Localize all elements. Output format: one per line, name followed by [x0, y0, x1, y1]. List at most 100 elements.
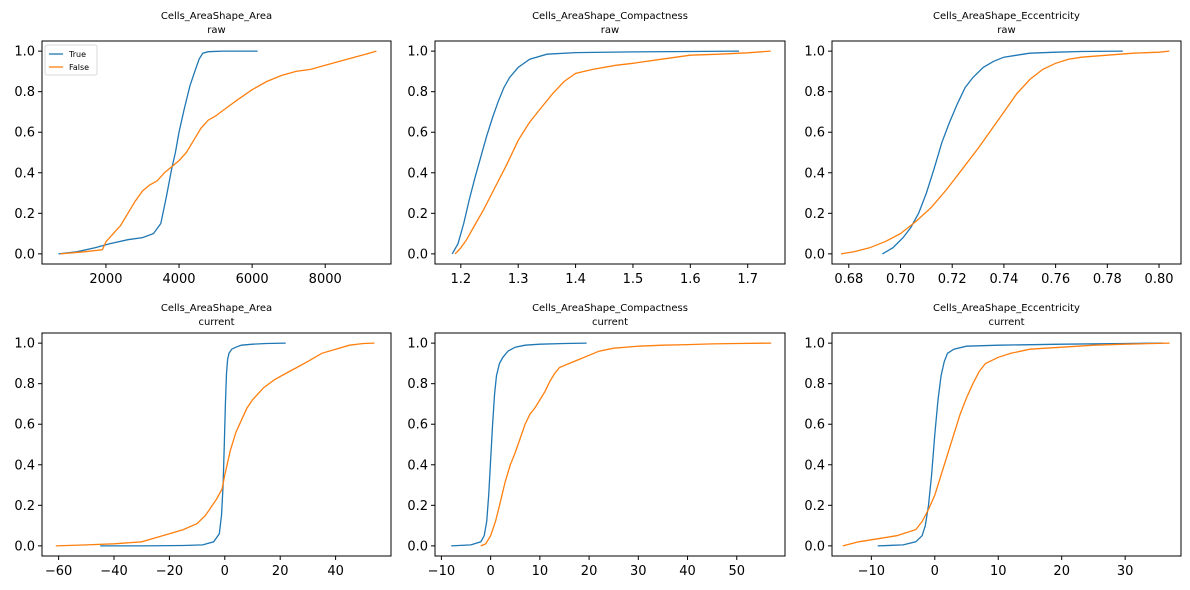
y-tick-label: 0.4: [14, 458, 35, 473]
x-tick-label: 4000: [162, 272, 195, 287]
y-tick-label: 0.2: [804, 207, 825, 222]
y-tick-label: 0.8: [804, 377, 825, 392]
y-tick-label: 0.4: [407, 458, 428, 473]
y-tick-label: 0.2: [14, 207, 35, 222]
y-tick-label: 0.6: [407, 418, 428, 433]
x-tick-label: 0.70: [886, 272, 915, 287]
y-tick-label: 0.2: [407, 499, 428, 514]
y-tick-label: 0.8: [14, 85, 35, 100]
series-line: [58, 50, 258, 255]
x-tick-label: 1.6: [680, 272, 701, 287]
y-tick-label: 0.4: [407, 166, 428, 181]
x-tick-label: −10: [428, 564, 455, 579]
y-tick-label: 0.2: [14, 499, 35, 514]
x-tick-label: 20: [581, 564, 598, 579]
axes-frame: [41, 40, 392, 265]
x-tick-label: 30: [630, 564, 647, 579]
axes-frame: [41, 332, 392, 557]
panel-subtitle: raw: [997, 25, 1015, 36]
y-tick-label: 0.8: [407, 85, 428, 100]
axes-frame: [434, 40, 786, 265]
x-tick-label: 0: [931, 564, 939, 579]
x-tick-label: 20: [272, 564, 289, 579]
y-tick-label: 0.4: [804, 166, 825, 181]
y-tick-label: 0.6: [804, 126, 825, 141]
x-tick-label: 30: [1117, 564, 1134, 579]
y-tick-label: 0.4: [804, 458, 825, 473]
x-tick-label: 8000: [309, 272, 342, 287]
panel-subtitle: raw: [207, 25, 225, 36]
y-tick-label: 1.0: [14, 45, 35, 60]
panel-subtitle: current: [988, 317, 1024, 328]
legend-label: True: [68, 50, 86, 59]
x-tick-label: 40: [327, 564, 344, 579]
y-tick-label: 0.6: [804, 418, 825, 433]
y-tick-label: 1.0: [407, 337, 428, 352]
y-tick-label: 0.8: [804, 85, 825, 100]
y-tick-label: 0.8: [14, 377, 35, 392]
y-tick-label: 0.2: [407, 207, 428, 222]
panel-title: Cells_AreaShape_Compactness: [532, 11, 688, 22]
x-tick-label: 40: [679, 564, 696, 579]
series-line: [451, 50, 740, 255]
y-tick-label: 0.0: [407, 247, 428, 262]
x-tick-label: 0.74: [989, 272, 1018, 287]
x-tick-label: 0.72: [938, 272, 967, 287]
x-tick-label: −10: [858, 564, 885, 579]
x-tick-label: 2000: [89, 272, 122, 287]
legend-label: False: [69, 63, 89, 72]
legend: True False: [44, 44, 98, 76]
panel-subtitle: current: [592, 317, 628, 328]
x-tick-label: −60: [45, 564, 72, 579]
x-tick-label: 10: [532, 564, 549, 579]
axes-frame: [434, 332, 786, 557]
y-tick-label: 0.4: [14, 166, 35, 181]
panel-title: Cells_AreaShape_Area: [161, 11, 272, 22]
panel-title: Cells_AreaShape_Compactness: [532, 303, 688, 314]
panel-title: Cells_AreaShape_Area: [161, 303, 272, 314]
y-tick-label: 1.0: [804, 45, 825, 60]
x-tick-label: 10: [990, 564, 1007, 579]
y-tick-label: 0.0: [14, 539, 35, 554]
x-tick-label: 0.80: [1145, 272, 1174, 287]
x-tick-label: 6000: [236, 272, 269, 287]
y-tick-label: 0.6: [14, 126, 35, 141]
series-line: [60, 50, 377, 255]
x-tick-label: 0.76: [1041, 272, 1070, 287]
y-tick-label: 0.0: [804, 247, 825, 262]
x-tick-label: 1.5: [623, 272, 644, 287]
series-line: [842, 342, 1170, 547]
y-tick-label: 0.8: [407, 377, 428, 392]
x-tick-label: −40: [100, 564, 127, 579]
series-line: [451, 342, 587, 547]
series-line: [454, 50, 771, 255]
y-tick-label: 0.0: [14, 247, 35, 262]
x-tick-label: 0.78: [1093, 272, 1122, 287]
x-tick-label: 1.2: [450, 272, 471, 287]
panel-subtitle: raw: [601, 25, 619, 36]
series-line: [55, 342, 375, 547]
x-tick-label: 20: [1053, 564, 1070, 579]
x-tick-label: 1.3: [508, 272, 529, 287]
axes-frame: [831, 40, 1182, 265]
series-line: [100, 342, 286, 547]
y-tick-label: 1.0: [804, 337, 825, 352]
series-line: [840, 50, 1170, 255]
x-tick-label: 50: [728, 564, 745, 579]
x-tick-label: 0: [221, 564, 229, 579]
y-tick-label: 0.2: [804, 499, 825, 514]
x-tick-label: 0.68: [834, 272, 863, 287]
y-tick-label: 0.0: [407, 539, 428, 554]
x-tick-label: 1.4: [565, 272, 586, 287]
x-tick-label: 1.7: [737, 272, 758, 287]
series-line: [480, 342, 772, 547]
panel-subtitle: current: [198, 317, 234, 328]
series-line: [877, 342, 1164, 547]
y-tick-label: 0.6: [407, 126, 428, 141]
